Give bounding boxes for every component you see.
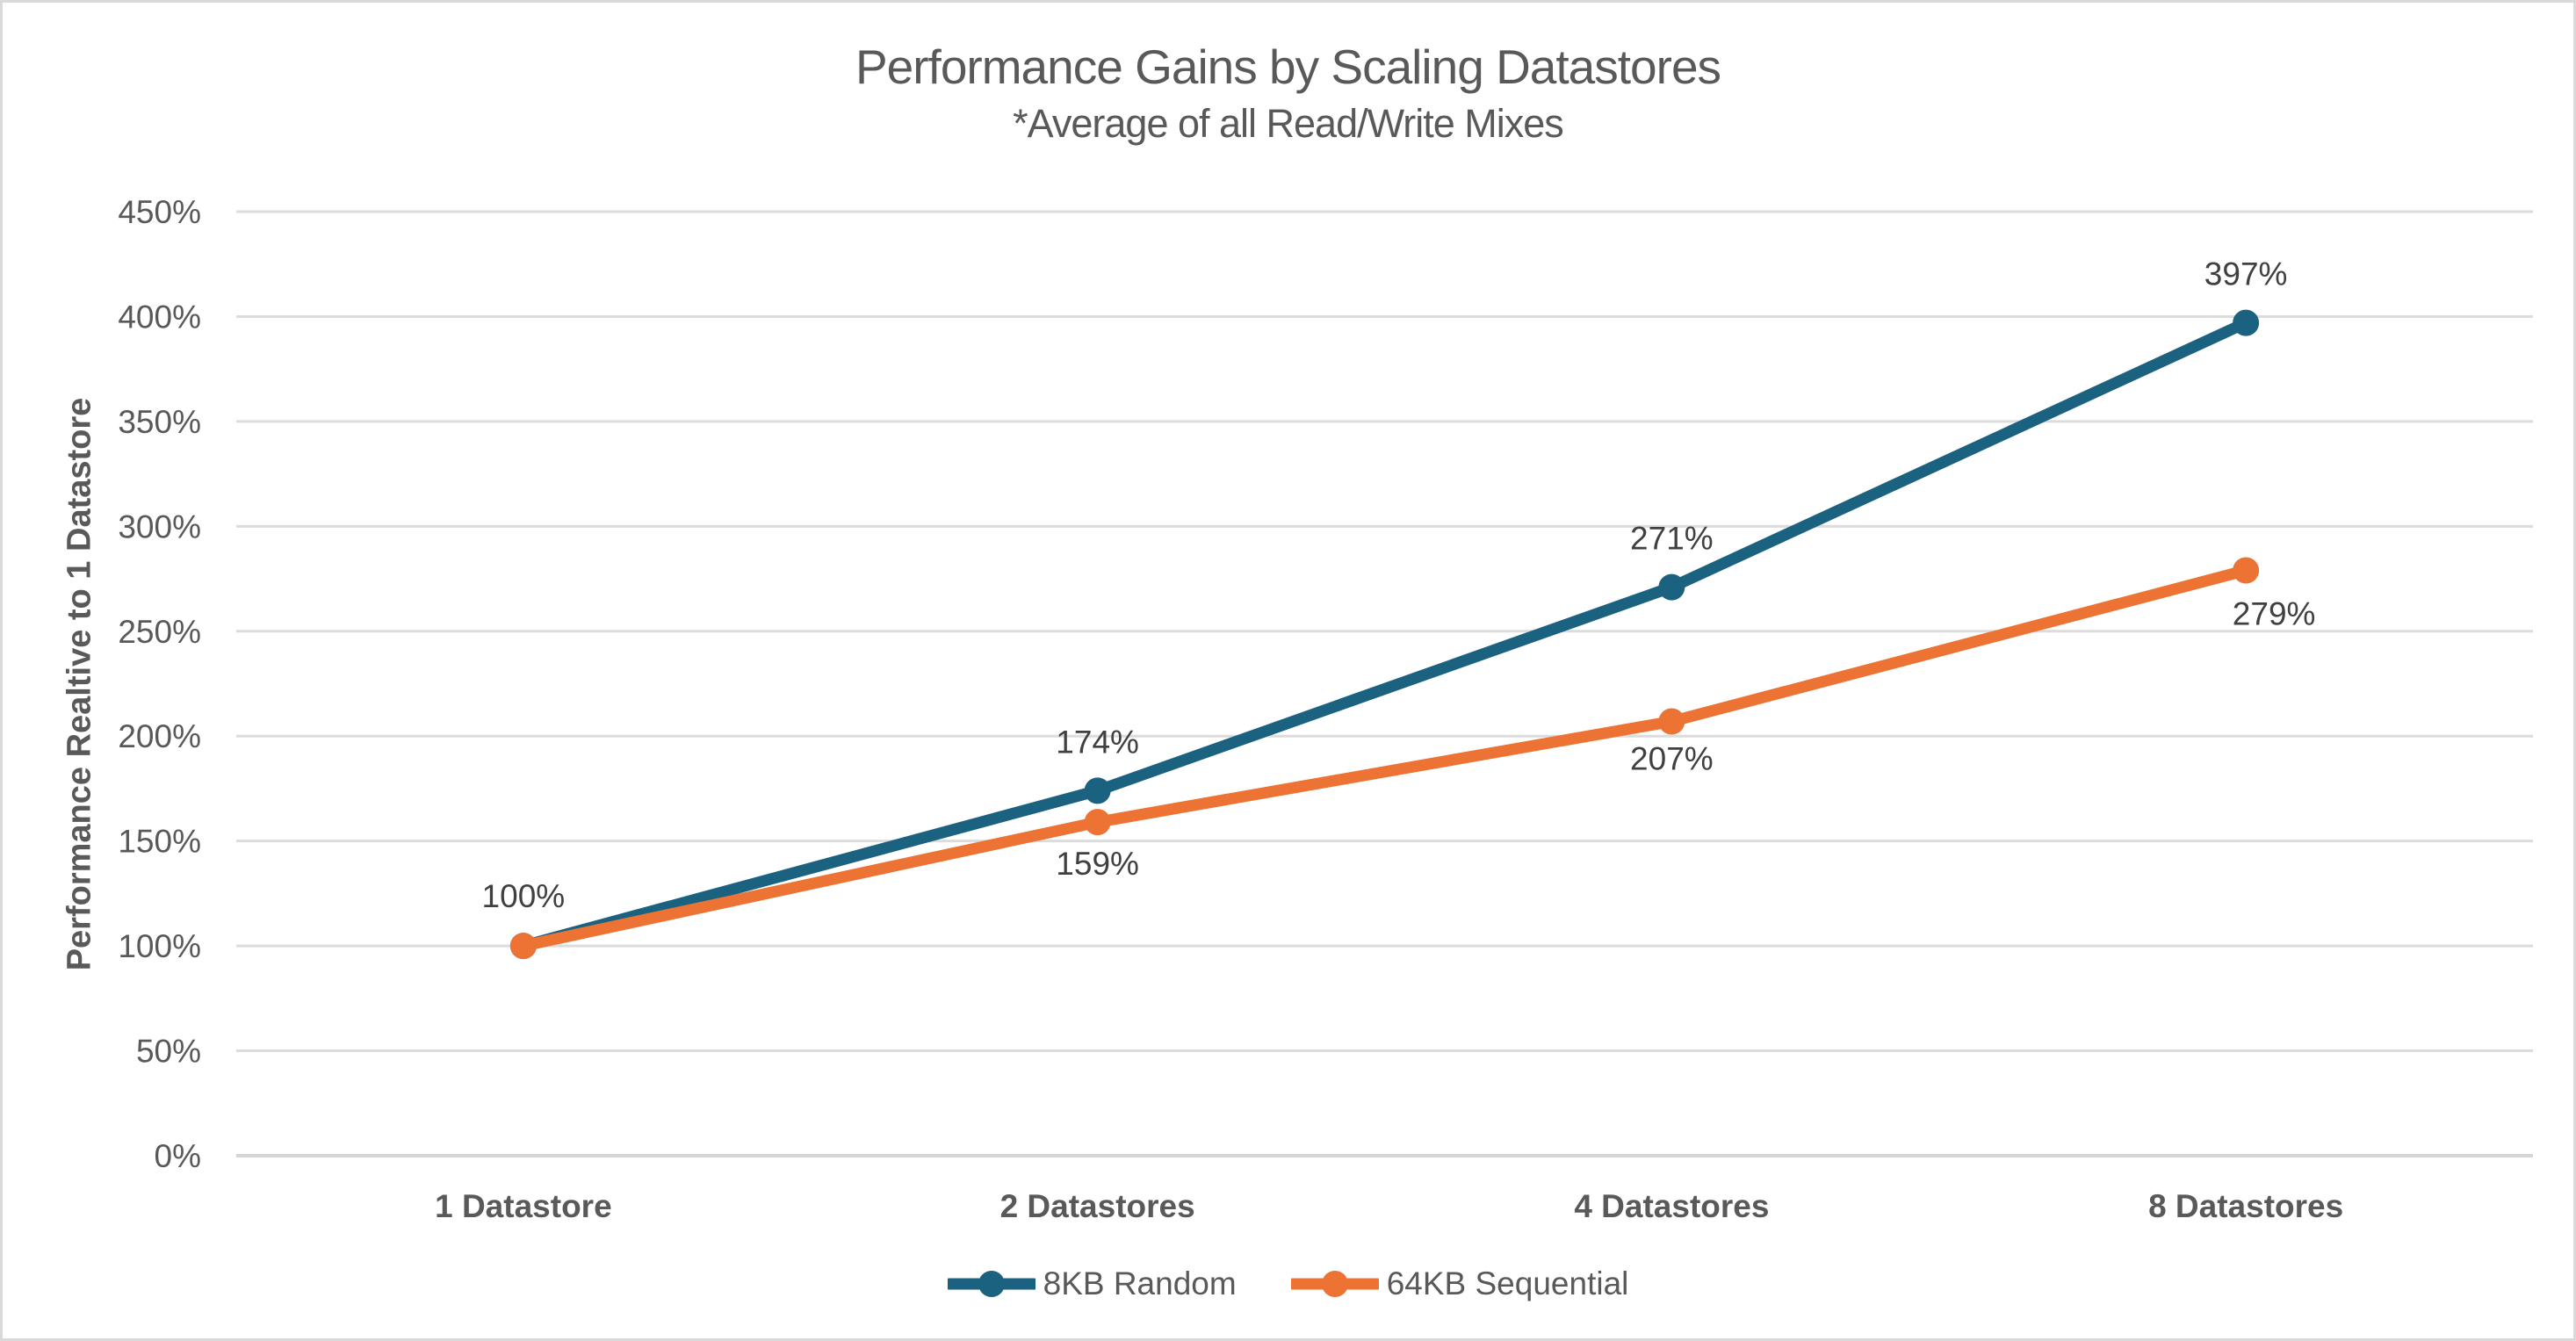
chart-subtitle: *Average of all Read/Write Mixes (1013, 101, 1564, 146)
data-label-64kb-sequential-4: 279% (2233, 596, 2316, 632)
y-tick-label-400: 400% (118, 299, 201, 335)
data-label-8kb-random-3: 271% (1630, 521, 1714, 557)
legend-marker-8kb-random (947, 1271, 1035, 1297)
legend-marker-64kb-sequential (1290, 1271, 1379, 1297)
x-category-label-1: 1 Datastore (435, 1188, 612, 1224)
data-point-64kb-sequential-4-datastores (1658, 708, 1685, 735)
data-label-8kb-random-2: 174% (1056, 724, 1139, 760)
series-line-8kb-random (517, 317, 2252, 952)
y-tick-label-250: 250% (118, 614, 201, 650)
legend-label-8kb-random: 8KB Random (1043, 1265, 1237, 1301)
y-tick-label-450: 450% (118, 194, 201, 230)
y-tick-label-350: 350% (118, 404, 201, 440)
y-tick-label-50: 50% (136, 1034, 201, 1070)
series-line-64kb-sequential (517, 565, 2252, 952)
y-tick-label-300: 300% (118, 508, 201, 544)
data-label-64kb-sequential-2: 159% (1056, 846, 1139, 882)
y-tick-label-100: 100% (118, 928, 201, 964)
data-point-8kb-random-8-datastores (2233, 309, 2260, 336)
data-label-8kb-random-1: 100% (482, 878, 566, 914)
data-label-8kb-random-4: 397% (2204, 256, 2288, 292)
x-category-label-2: 2 Datastores (1000, 1188, 1195, 1224)
y-tick-label-200: 200% (118, 718, 201, 754)
x-category-label-4: 8 Datastores (2148, 1188, 2343, 1224)
data-label-64kb-sequential-3: 207% (1630, 741, 1714, 777)
data-point-8kb-random-2-datastores (1084, 777, 1111, 804)
legend: 8KB Random 64KB Sequential (3, 1258, 2573, 1309)
legend-item-64kb-sequential: 64KB Sequential (1290, 1265, 1629, 1302)
legend-item-8kb-random: 8KB Random (947, 1265, 1237, 1302)
chart-title: Performance Gains by Scaling Datastores (855, 40, 1721, 94)
y-tick-label-150: 150% (118, 824, 201, 860)
legend-label-64kb-sequential: 64KB Sequential (1386, 1265, 1629, 1301)
x-category-label-3: 4 Datastores (1574, 1188, 1769, 1224)
plot-area: 450% 400% 350% 300% 250% 200% 150% 100% 50% 0% 1 D… (118, 194, 2533, 1224)
data-point-64kb-sequential-1-datastore (509, 933, 537, 960)
data-point-64kb-sequential-2-datastores (1084, 809, 1111, 836)
y-tick-label-0: 0% (155, 1138, 201, 1174)
data-point-64kb-sequential-8-datastores (2233, 557, 2260, 584)
data-point-8kb-random-4-datastores (1658, 573, 1685, 601)
